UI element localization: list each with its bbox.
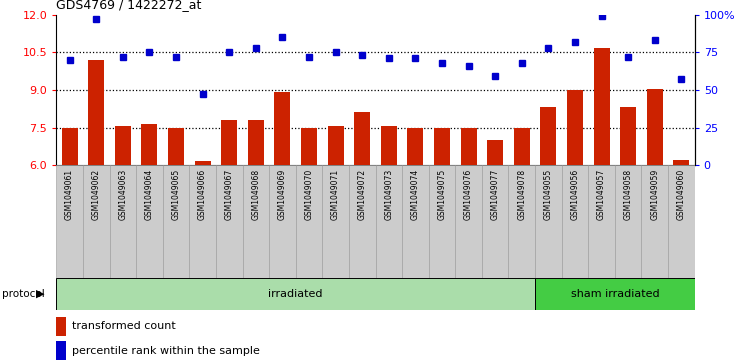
Bar [56, 341, 66, 360]
Text: GSM1049074: GSM1049074 [411, 168, 420, 220]
Bar [195, 162, 210, 165]
Bar [381, 126, 397, 165]
Text: GSM1049066: GSM1049066 [198, 168, 207, 220]
Bar [593, 48, 610, 165]
Text: GSM1049077: GSM1049077 [490, 168, 499, 220]
Bar [402, 165, 429, 278]
Text: GSM1049062: GSM1049062 [92, 168, 101, 220]
Text: GSM1049061: GSM1049061 [65, 168, 74, 220]
Bar [487, 140, 503, 165]
Text: GSM1049055: GSM1049055 [544, 168, 553, 220]
Bar [115, 126, 131, 165]
Bar [620, 107, 636, 165]
Bar [535, 165, 562, 278]
Bar [376, 165, 402, 278]
Text: GSM1049063: GSM1049063 [119, 168, 128, 220]
Bar [327, 126, 344, 165]
Bar [136, 165, 163, 278]
Bar [541, 107, 556, 165]
Text: GDS4769 / 1422272_at: GDS4769 / 1422272_at [56, 0, 202, 11]
Text: sham irradiated: sham irradiated [571, 289, 659, 299]
Text: GSM1049071: GSM1049071 [331, 168, 340, 220]
Bar [567, 90, 583, 165]
Text: GSM1049069: GSM1049069 [278, 168, 287, 220]
Text: GSM1049070: GSM1049070 [304, 168, 313, 220]
Bar [83, 165, 110, 278]
Text: transformed count: transformed count [71, 321, 176, 331]
Bar [349, 165, 376, 278]
Bar [56, 278, 535, 310]
Bar [668, 165, 695, 278]
Text: irradiated: irradiated [268, 289, 323, 299]
Bar [562, 165, 588, 278]
Text: GSM1049060: GSM1049060 [677, 168, 686, 220]
Text: GSM1049064: GSM1049064 [145, 168, 154, 220]
Bar [674, 160, 689, 165]
Bar [508, 165, 535, 278]
Bar [434, 127, 450, 165]
Bar [460, 127, 477, 165]
Text: GSM1049056: GSM1049056 [571, 168, 580, 220]
Bar [647, 89, 663, 165]
Text: GSM1049078: GSM1049078 [517, 168, 526, 220]
Bar [354, 113, 370, 165]
Bar [301, 127, 317, 165]
Bar [216, 165, 243, 278]
Text: GSM1049059: GSM1049059 [650, 168, 659, 220]
Bar [56, 317, 66, 336]
Text: percentile rank within the sample: percentile rank within the sample [71, 346, 260, 356]
Bar [641, 165, 668, 278]
Text: GSM1049067: GSM1049067 [225, 168, 234, 220]
Bar [588, 165, 615, 278]
Bar [296, 165, 322, 278]
Text: ▶: ▶ [36, 289, 44, 299]
Text: GSM1049073: GSM1049073 [385, 168, 394, 220]
Text: GSM1049057: GSM1049057 [597, 168, 606, 220]
Text: GSM1049075: GSM1049075 [438, 168, 447, 220]
Bar [408, 127, 424, 165]
Bar [141, 124, 158, 165]
Text: GSM1049068: GSM1049068 [252, 168, 261, 220]
Text: protocol: protocol [2, 289, 44, 299]
Bar [429, 165, 455, 278]
Text: GSM1049076: GSM1049076 [464, 168, 473, 220]
Bar [62, 127, 77, 165]
Bar [110, 165, 136, 278]
Bar [168, 127, 184, 165]
Bar [322, 165, 349, 278]
Bar [455, 165, 482, 278]
Text: GSM1049058: GSM1049058 [623, 168, 632, 220]
Bar [89, 60, 104, 165]
Text: GSM1049065: GSM1049065 [171, 168, 180, 220]
Bar [615, 165, 641, 278]
Bar [243, 165, 269, 278]
Bar [274, 92, 291, 165]
Bar [535, 278, 695, 310]
Bar [163, 165, 189, 278]
Bar [222, 120, 237, 165]
Bar [56, 165, 83, 278]
Bar [189, 165, 216, 278]
Bar [514, 127, 529, 165]
Text: GSM1049072: GSM1049072 [357, 168, 366, 220]
Bar [248, 120, 264, 165]
Bar [269, 165, 296, 278]
Bar [482, 165, 508, 278]
